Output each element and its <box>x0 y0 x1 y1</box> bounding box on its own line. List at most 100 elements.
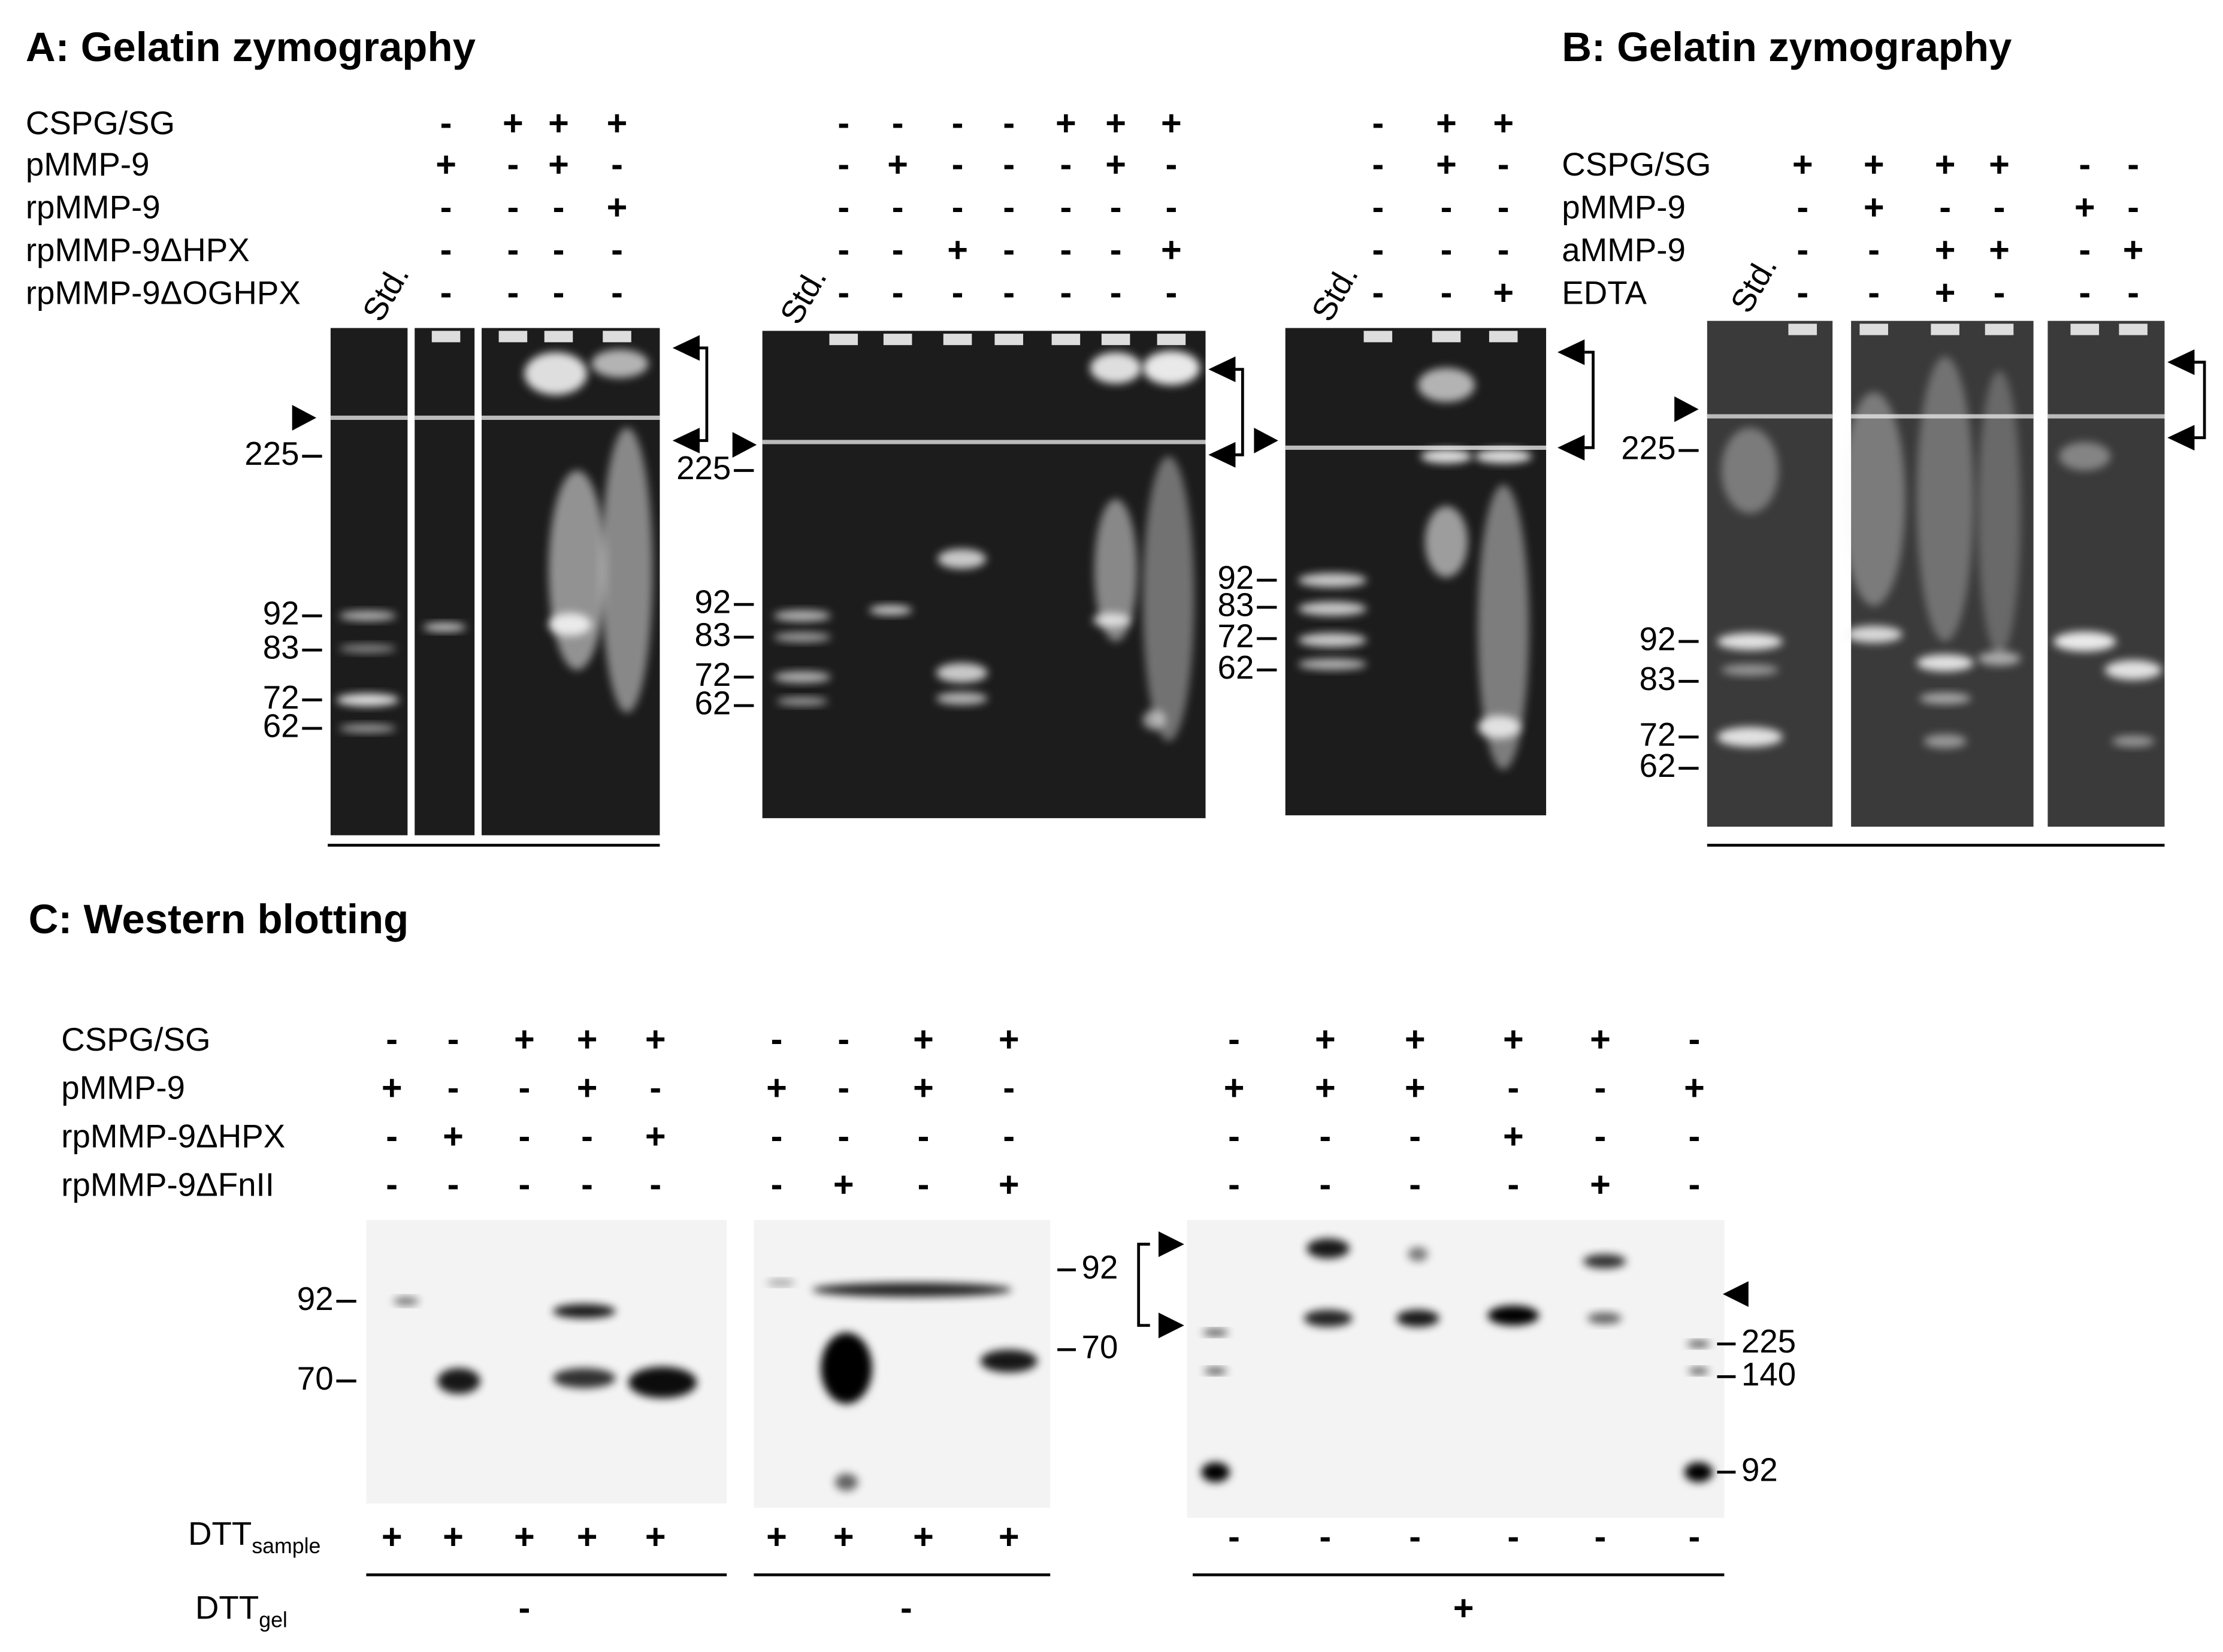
well <box>1931 323 1959 335</box>
well <box>943 334 972 346</box>
sign: - <box>581 1116 593 1156</box>
band <box>1298 658 1367 670</box>
band <box>423 623 466 632</box>
band <box>552 1304 616 1318</box>
band <box>552 1368 616 1388</box>
sign: - <box>1595 1516 1607 1556</box>
gel-lane-block <box>366 1220 727 1504</box>
band <box>1298 573 1367 588</box>
band <box>1142 350 1200 385</box>
sign: - <box>1994 187 2006 227</box>
marker-label: 83 <box>694 616 731 653</box>
marker-label: 92 <box>694 583 731 621</box>
sign: - <box>1228 1516 1240 1556</box>
marker-label: 92 <box>1082 1248 1118 1285</box>
panel-title: A: Gelatin zymography <box>26 24 476 70</box>
band <box>835 1474 858 1491</box>
sign: - <box>952 273 964 313</box>
sign: + <box>514 1019 535 1059</box>
sign: - <box>771 1164 783 1205</box>
marker-label: 62 <box>1218 649 1254 686</box>
dtt-label: DTTgel <box>195 1589 288 1632</box>
sign: - <box>900 1587 912 1627</box>
sign: - <box>1372 229 1384 270</box>
band <box>1396 1309 1439 1327</box>
sign: + <box>1989 229 2010 270</box>
sign: + <box>1055 103 1076 143</box>
marker-label: 72 <box>1640 716 1676 753</box>
band <box>1093 613 1130 628</box>
band <box>1142 710 1166 730</box>
sign: - <box>519 1067 531 1108</box>
sign: + <box>1105 144 1126 184</box>
sign: - <box>837 1019 849 1059</box>
sign: + <box>1436 103 1457 143</box>
dtt-main: DTT <box>195 1589 259 1626</box>
sign: - <box>507 187 519 227</box>
sign: - <box>1507 1516 1519 1556</box>
well <box>829 334 858 346</box>
band <box>2053 631 2116 652</box>
sign: - <box>519 1116 531 1156</box>
band <box>1916 356 1974 642</box>
sign: + <box>577 1067 598 1108</box>
sign: - <box>2127 273 2139 313</box>
well <box>1859 323 1888 335</box>
sign: + <box>1161 229 1182 270</box>
well <box>1432 331 1461 343</box>
sign: - <box>1003 1067 1015 1108</box>
sign: + <box>1684 1067 1705 1108</box>
sign: - <box>1868 273 1880 313</box>
sign: - <box>1319 1116 1331 1156</box>
sign: + <box>2123 229 2144 270</box>
arrowhead <box>1159 1312 1184 1339</box>
sign: - <box>1796 229 1808 270</box>
band <box>1845 625 1903 643</box>
arrowhead <box>1254 428 1278 453</box>
band <box>548 470 606 670</box>
band <box>1303 1309 1353 1327</box>
sign: + <box>913 1019 934 1059</box>
well <box>1363 331 1393 343</box>
sign: - <box>611 273 623 313</box>
sign: + <box>766 1516 787 1556</box>
sign: + <box>443 1516 464 1556</box>
sign: + <box>947 229 968 270</box>
gel <box>1285 328 1547 816</box>
bracket <box>1235 368 1244 456</box>
arrowhead <box>1208 356 1236 382</box>
band <box>1717 727 1783 747</box>
marker-label: 70 <box>1082 1329 1118 1366</box>
sign: - <box>507 144 519 184</box>
well <box>1101 334 1130 346</box>
sign: - <box>2127 187 2139 227</box>
marker-label: 72 <box>263 679 300 716</box>
sign: - <box>1060 273 1072 313</box>
sign: - <box>837 273 849 313</box>
sign: + <box>1493 103 1514 143</box>
marker-label: 83 <box>1640 660 1676 697</box>
sign: - <box>2079 229 2091 270</box>
sign: + <box>766 1067 787 1108</box>
band <box>936 662 988 683</box>
sign: + <box>1935 273 1956 313</box>
sign: + <box>645 1019 666 1059</box>
arrowhead <box>732 432 757 458</box>
arrowhead <box>1723 1281 1749 1307</box>
band <box>2059 441 2111 471</box>
row-label: rpMMP-9ΔFnII <box>61 1166 274 1203</box>
sign: - <box>1507 1067 1519 1108</box>
sign: - <box>837 187 849 227</box>
sign: + <box>2074 187 2095 227</box>
band <box>1420 449 1472 464</box>
sign: + <box>1590 1164 1611 1205</box>
marker-label: 92 <box>1741 1451 1778 1488</box>
marker-label: 62 <box>694 684 731 721</box>
marker-label: 225 <box>1741 1323 1796 1360</box>
sign: - <box>1595 1116 1607 1156</box>
band <box>437 1368 480 1394</box>
bracket <box>2194 361 2206 440</box>
row-label: aMMP-9 <box>1562 231 1686 268</box>
std-label: Std. <box>1304 258 1365 327</box>
band <box>1717 633 1783 650</box>
